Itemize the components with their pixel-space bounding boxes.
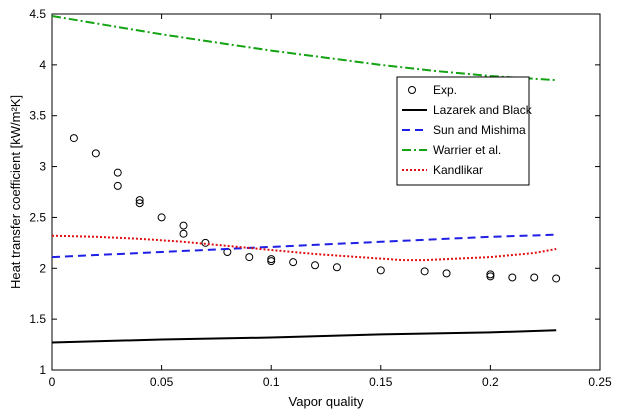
data-point bbox=[245, 253, 254, 262]
data-point bbox=[332, 263, 341, 272]
data-point bbox=[289, 258, 298, 267]
y-axis-label: Heat transfer coefficient [kW/m²K] bbox=[8, 95, 23, 289]
series-line-kandlikar bbox=[51, 234, 557, 262]
data-point bbox=[508, 273, 517, 282]
data-point bbox=[267, 257, 276, 266]
data-point bbox=[135, 199, 144, 208]
data-point bbox=[376, 266, 385, 275]
data-point bbox=[135, 196, 144, 205]
series-layer bbox=[51, 15, 561, 344]
data-point bbox=[420, 267, 429, 276]
x-tick-label: 0.25 bbox=[588, 375, 612, 389]
x-tick-label: 0.15 bbox=[369, 375, 393, 389]
data-point bbox=[91, 149, 100, 158]
legend-marker bbox=[408, 86, 416, 94]
x-axis-label: Vapor quality bbox=[289, 394, 364, 409]
axis-ticks: 0 0.05 0.1 0.15 0.2 0.25 1 1.5 2 2.5 3 3.5 4 4.5 bbox=[29, 7, 612, 389]
x-tick-label: 0.05 bbox=[150, 375, 174, 389]
y-tick-label: 2 bbox=[39, 261, 46, 275]
plot-area bbox=[51, 13, 601, 371]
y-tick-label: 3.5 bbox=[29, 109, 46, 123]
legend-label: Sun and Mishima bbox=[433, 123, 526, 137]
y-tick-label: 3 bbox=[39, 160, 46, 174]
legend-label: Exp. bbox=[433, 83, 457, 97]
data-point bbox=[69, 134, 78, 143]
y-tick-label: 4 bbox=[39, 58, 46, 72]
data-point bbox=[442, 269, 451, 278]
data-point bbox=[530, 273, 539, 282]
data-point bbox=[113, 168, 122, 177]
y-tick-label: 2.5 bbox=[29, 210, 46, 224]
series-line-lazarek-and-black bbox=[51, 329, 557, 344]
series-line-sun-and-mishima bbox=[51, 233, 557, 259]
legend-label: Kandlikar bbox=[433, 163, 483, 177]
series-exp bbox=[69, 134, 561, 283]
data-point bbox=[486, 270, 495, 279]
legend: Exp. Lazarek and Black Sun and Mishima Warr… bbox=[396, 76, 533, 186]
data-point bbox=[201, 238, 210, 247]
y-tick-label: 1.5 bbox=[29, 312, 46, 326]
data-point bbox=[486, 272, 495, 281]
y-tick-label: 1 bbox=[39, 363, 46, 377]
x-tick-label: 0 bbox=[49, 375, 56, 389]
data-point bbox=[113, 181, 122, 190]
series-line-warrier-et-al bbox=[51, 15, 557, 82]
x-tick-label: 0.1 bbox=[263, 375, 280, 389]
x-tick-label: 0.2 bbox=[482, 375, 499, 389]
data-point bbox=[267, 255, 276, 264]
y-tick-label: 4.5 bbox=[29, 7, 46, 21]
data-point bbox=[157, 213, 166, 222]
legend-label: Lazarek and Black bbox=[433, 103, 533, 117]
data-point bbox=[311, 261, 320, 270]
data-point bbox=[552, 274, 561, 283]
legend-label: Warrier et al. bbox=[433, 143, 501, 157]
data-point bbox=[179, 229, 188, 238]
data-point bbox=[179, 221, 188, 230]
